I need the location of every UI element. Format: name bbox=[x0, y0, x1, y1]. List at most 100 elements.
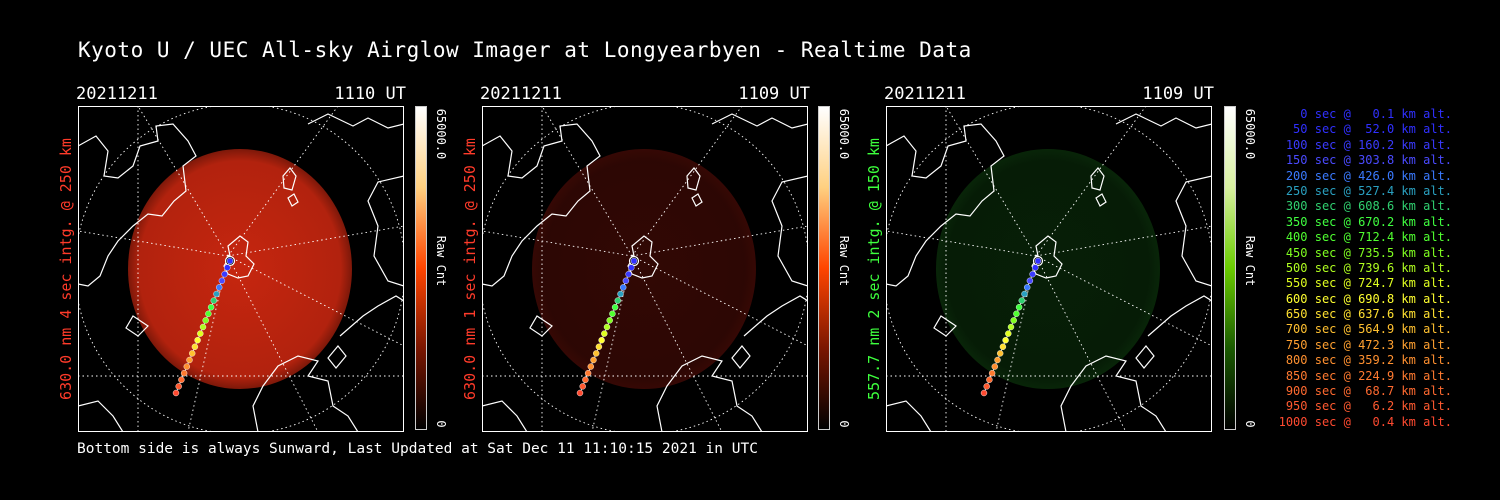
coastline bbox=[367, 175, 404, 287]
trajectory-point bbox=[175, 383, 182, 390]
airglow-panel-2: 20211211 1109 UT 630.0 nm 1 sec intg. @ … bbox=[461, 84, 812, 432]
trajectory-point bbox=[606, 317, 613, 324]
trajectory-point bbox=[601, 330, 608, 337]
trajectory-point bbox=[205, 310, 212, 318]
coastline bbox=[771, 175, 808, 287]
trajectory-point bbox=[1023, 284, 1031, 291]
trajectory-point bbox=[619, 284, 627, 291]
legend-entry: 700 sec @ 564.9 km alt. bbox=[1285, 322, 1452, 337]
trajectory-point bbox=[1005, 330, 1012, 337]
trajectory-point bbox=[221, 270, 228, 278]
allsky-glow bbox=[936, 149, 1160, 389]
colorbar-min: 0 bbox=[1243, 420, 1257, 428]
allsky-glow bbox=[128, 149, 352, 389]
coastline bbox=[78, 400, 124, 432]
coastline bbox=[1095, 193, 1107, 207]
allsky-image-map bbox=[482, 106, 808, 432]
coastline bbox=[282, 167, 297, 191]
trajectory-point bbox=[1013, 310, 1020, 318]
trajectory-point bbox=[215, 284, 223, 291]
colorbar-min: 0 bbox=[837, 420, 851, 428]
trajectory-point bbox=[207, 303, 215, 311]
colorbar-max: 65000.0 bbox=[434, 108, 448, 160]
trajectory-point bbox=[194, 336, 201, 344]
coastline bbox=[252, 355, 359, 432]
coastline bbox=[287, 193, 299, 207]
trajectory-point bbox=[988, 370, 996, 377]
colorbar-labels: 65000.0 Raw Cnt 0 bbox=[431, 106, 451, 428]
legend-entry: 100 sec @ 160.2 km alt. bbox=[1285, 137, 1452, 152]
trajectory-point bbox=[994, 356, 1001, 364]
colorbar-unit: Raw Cnt bbox=[434, 235, 448, 287]
trajectory-point bbox=[180, 370, 188, 377]
trajectory-point bbox=[999, 343, 1007, 351]
trajectory-point bbox=[592, 350, 600, 357]
coastline bbox=[886, 123, 1005, 287]
coastline bbox=[1135, 345, 1155, 369]
panel-wavelength-label: 630.0 nm 4 sec intg. @ 250 km bbox=[57, 138, 75, 400]
trajectory-point bbox=[1034, 257, 1042, 265]
legend-entry: 150 sec @ 303.8 km alt. bbox=[1285, 153, 1452, 168]
coastline bbox=[327, 345, 347, 369]
legend-entry: 650 sec @ 637.6 km alt. bbox=[1285, 307, 1452, 322]
coastline bbox=[1090, 167, 1105, 191]
trajectory-point bbox=[595, 343, 603, 351]
trajectory-point bbox=[1015, 303, 1023, 311]
trajectory-point bbox=[584, 370, 592, 377]
map-frame bbox=[482, 106, 808, 432]
trajectory-point bbox=[186, 356, 193, 364]
trajectory-point bbox=[609, 310, 616, 318]
legend-entry: 200 sec @ 426.0 km alt. bbox=[1285, 168, 1452, 183]
trajectory-point bbox=[630, 257, 638, 265]
trajectory-point bbox=[991, 363, 999, 370]
trajectory-point bbox=[628, 264, 635, 271]
panel-time: 1109 UT bbox=[738, 84, 810, 104]
legend-entry: 800 sec @ 359.2 km alt. bbox=[1285, 353, 1452, 368]
trajectory-point bbox=[1029, 270, 1036, 278]
trajectory-point bbox=[226, 257, 234, 265]
colorbar-min: 0 bbox=[434, 420, 448, 428]
map-grid bbox=[78, 106, 404, 432]
legend-entry: 950 sec @ 6.2 km alt. bbox=[1285, 399, 1452, 414]
trajectory-point bbox=[218, 277, 226, 285]
trajectory-legend: 0 sec @ 0.1 km alt. 50 sec @ 52.0 km alt.… bbox=[1262, 107, 1452, 430]
legend-entry: 850 sec @ 224.9 km alt. bbox=[1285, 368, 1452, 383]
panel-wavelength-label: 557.7 nm 2 sec intg. @ 150 km bbox=[865, 138, 883, 400]
legend-entry: 350 sec @ 670.2 km alt. bbox=[1285, 214, 1452, 229]
trajectory-point bbox=[202, 317, 209, 324]
colorbar bbox=[1224, 106, 1236, 430]
panel-time: 1109 UT bbox=[1142, 84, 1214, 104]
footer-note: Bottom side is always Sunward, Last Upda… bbox=[77, 441, 758, 457]
trajectory-point bbox=[1018, 297, 1026, 304]
trajectory-point bbox=[617, 290, 624, 298]
legend-entry: 300 sec @ 608.6 km alt. bbox=[1285, 199, 1452, 214]
coastline bbox=[339, 295, 404, 337]
panel-date: 20211211 bbox=[884, 84, 966, 104]
legend-entry: 750 sec @ 472.3 km alt. bbox=[1285, 337, 1452, 352]
trajectory-point bbox=[197, 330, 204, 337]
panel-date: 20211211 bbox=[480, 84, 562, 104]
legend-entry: 600 sec @ 690.8 km alt. bbox=[1285, 291, 1452, 306]
legend-entry: 450 sec @ 735.5 km alt. bbox=[1285, 245, 1452, 260]
panel-date: 20211211 bbox=[76, 84, 158, 104]
coastline bbox=[482, 123, 601, 287]
legend-entry: 1000 sec @ 0.4 km alt. bbox=[1278, 414, 1452, 429]
trajectory-point bbox=[986, 376, 993, 383]
trajectory-point bbox=[579, 383, 586, 390]
trajectory-point bbox=[178, 376, 185, 383]
legend-entry: 0 sec @ 0.1 km alt. bbox=[1300, 107, 1452, 121]
trajectory-point bbox=[614, 297, 622, 304]
trajectory-point bbox=[1026, 277, 1034, 285]
trajectory-point bbox=[590, 356, 597, 364]
colorbar-max: 65000.0 bbox=[837, 108, 851, 160]
coastline bbox=[731, 345, 751, 369]
colorbar bbox=[415, 106, 427, 430]
colorbar-unit: Raw Cnt bbox=[1243, 235, 1257, 287]
map-grid bbox=[482, 106, 808, 432]
map-grid bbox=[886, 106, 1212, 432]
allsky-glow bbox=[532, 149, 756, 389]
panel-time: 1110 UT bbox=[334, 84, 406, 104]
trajectory-point bbox=[576, 389, 584, 397]
map-frame bbox=[78, 106, 404, 432]
coastline bbox=[711, 113, 808, 129]
